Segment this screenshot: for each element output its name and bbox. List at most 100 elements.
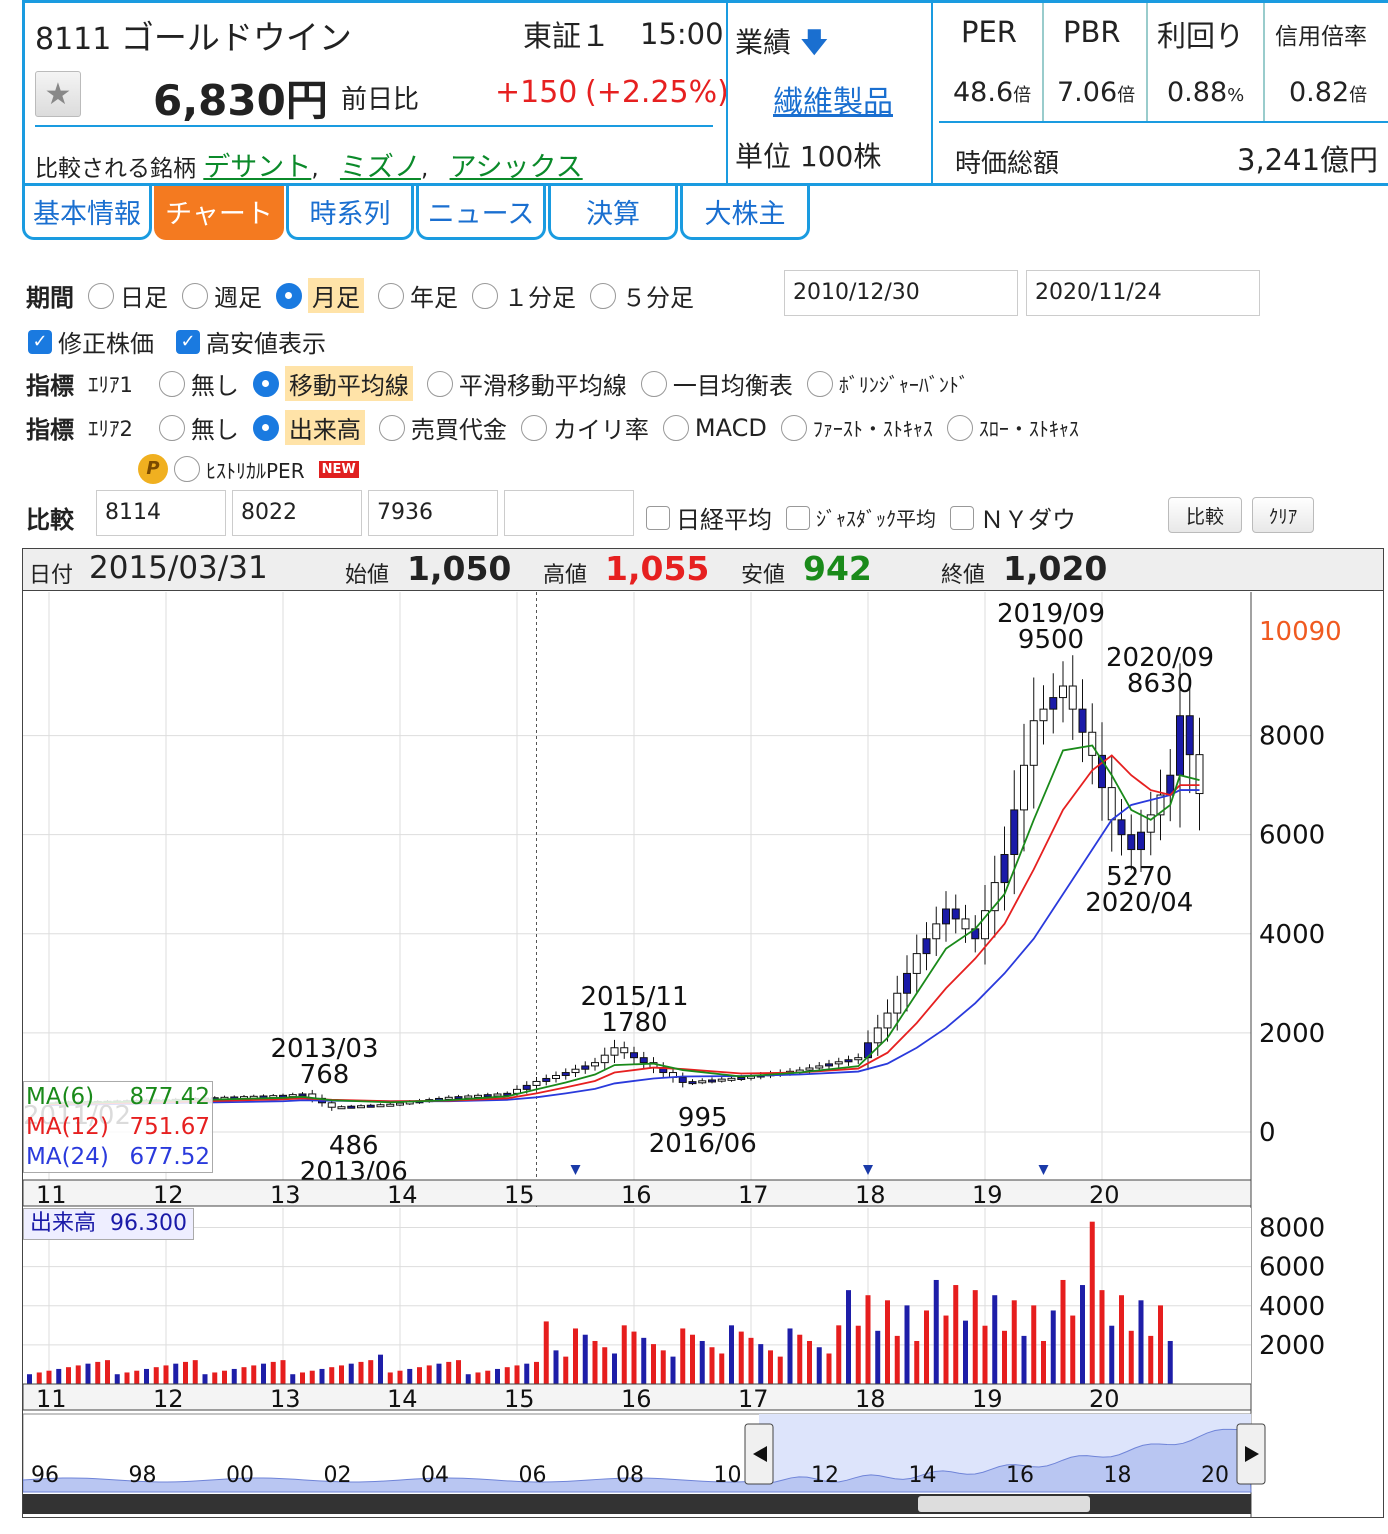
volume-bar [465,1374,471,1384]
candle-body [376,1104,385,1108]
ind1-none[interactable]: 無し [158,366,239,401]
chevron-left-icon [753,1446,767,1462]
ind1-bollinger[interactable]: ﾎﾞﾘﾝｼﾞｬｰﾊﾞﾝﾄﾞ [806,369,969,398]
x-tick-label: 14 [387,1385,418,1413]
compare-link-mizuno[interactable]: ミズノ [339,152,421,183]
adjusted-price-checkbox[interactable]: ✓ 修正株価 [28,324,154,359]
compare-nydow-checkbox[interactable]: ＮＹダウ [950,500,1076,535]
quote-time: 15:00 [640,17,724,51]
arrow-down-icon: 🡇 [799,26,829,59]
candle-body [474,1094,482,1098]
high-low-checkbox[interactable]: ✓ 高安値表示 [176,324,326,359]
ind1-smoothed-ma[interactable]: 平滑移動平均線 [426,366,627,401]
tab-major-shareholders[interactable]: 大株主 [680,186,810,240]
volume-bar [309,1370,315,1384]
candle-body [610,1047,619,1056]
volume-bar [1050,1310,1056,1384]
candle-body [532,1080,541,1086]
tab-basic-info[interactable]: 基本情報 [22,186,152,240]
volume-bar [807,1340,812,1384]
candle-body [805,1067,814,1071]
navigator-tick-label: 12 [811,1463,839,1488]
high-label: 高値 [543,563,588,588]
volume-bar [329,1367,335,1384]
ma6-line [48,744,1200,1105]
ind2-trading-value[interactable]: 売買代金 [378,410,507,445]
volume-bar [261,1363,266,1384]
tab-chart[interactable]: チャート [154,186,284,240]
volume-bar [66,1367,71,1384]
y-tick-label: 4000 [1259,920,1325,950]
x-tick-label: 19 [972,1181,1003,1209]
clear-button[interactable]: ｸﾘｱ [1252,497,1314,533]
compare-code-input-4[interactable] [504,490,634,536]
volume-bar [933,1279,939,1384]
price-chart-svg[interactable]: 02000400060008000100902011/022013/037684… [23,592,1383,1517]
period-daily[interactable]: 日足 [88,278,168,313]
candle-body [737,1076,746,1080]
volume-bar [368,1360,374,1384]
navigator-tick-label: 06 [519,1463,547,1488]
ind2-none[interactable]: 無し [158,410,239,445]
volume-bar [651,1344,656,1384]
candle-body [464,1095,473,1099]
tab-earnings[interactable]: 決算 [548,186,678,240]
change-label: 前日比 [341,85,420,115]
ind2-fast-stoch[interactable]: ﾌｧｰｽﾄ・ｽﾄｷｬｽ [780,413,933,442]
volume-bar [202,1374,208,1384]
period-yearly[interactable]: 年足 [378,278,458,313]
period-weekly[interactable]: 週足 [182,278,262,313]
volume-bar [855,1325,861,1384]
volume-bar [631,1331,637,1384]
sector-link[interactable]: 繊維製品 [773,85,893,120]
candle-body [688,1081,697,1085]
performance-link[interactable]: 業績 🡇 [735,21,829,70]
y-tick-label: 6000 [1259,821,1325,851]
y-tick-label: 2000 [1259,1019,1325,1049]
date-from-input[interactable]: 2010/12/30 [784,270,1018,316]
ind2-historical-per[interactable]: ﾋｽﾄﾘｶﾙPER [174,455,305,484]
volume-bar [173,1363,179,1384]
volume-bar [1109,1325,1115,1384]
compare-link-asics[interactable]: アシックス [449,152,583,183]
candle-body [357,1105,365,1109]
ind2-volume[interactable]: 出来高 [252,410,365,445]
ind2-deviation[interactable]: カイリ率 [520,410,649,445]
volume-bar [36,1372,42,1384]
compare-button[interactable]: 比較 [1168,497,1242,533]
candle-body [1029,720,1038,766]
candle-body [1059,685,1067,699]
compare-jasdaq-checkbox[interactable]: ｼﾞｬｽﾀﾞｯｸ平均 [786,503,936,532]
volume-bar [826,1353,832,1384]
ind1-moving-average[interactable]: 移動平均線 [252,366,413,401]
favorite-star-icon[interactable]: ★ [35,71,81,117]
period-1min[interactable]: １分足 [472,278,576,313]
compare-nikkei-checkbox[interactable]: 日経平均 [646,500,772,535]
date-to-input[interactable]: 2020/11/24 [1026,270,1260,316]
compare-code-input-2[interactable]: 8022 [232,490,362,536]
indicator1-label: 指標 [26,372,74,400]
ind1-ichimoku[interactable]: 一目均衡表 [640,366,793,401]
indicator2-label: 指標 [26,416,74,444]
annotation-date: 2013/03 [270,1034,378,1064]
radio-icon [472,282,498,309]
volume-bar [95,1361,101,1384]
candle-body [366,1104,375,1108]
ind2-slow-stoch[interactable]: ｽﾛｰ・ｽﾄｷｬｽ [946,413,1079,442]
radio-icon [158,414,185,441]
candle-body [337,1106,346,1110]
volume-bar [27,1374,32,1384]
ind2-macd[interactable]: MACD [662,414,767,442]
period-5min[interactable]: ５分足 [590,278,694,313]
volume-bar [114,1374,120,1384]
volume-y-tick-label: 2000 [1259,1331,1325,1361]
compare-code-input-1[interactable]: 8114 [96,490,226,536]
period-monthly[interactable]: 月足 [276,278,364,313]
compare-code-input-3[interactable]: 7936 [368,490,498,536]
compare-link-descente[interactable]: デサント [203,152,312,183]
tab-news[interactable]: ニュース [416,186,546,240]
candle-body [1088,731,1097,756]
radio-icon [806,370,833,397]
tab-timeseries[interactable]: 時系列 [286,186,414,240]
volume-bar [212,1372,218,1384]
